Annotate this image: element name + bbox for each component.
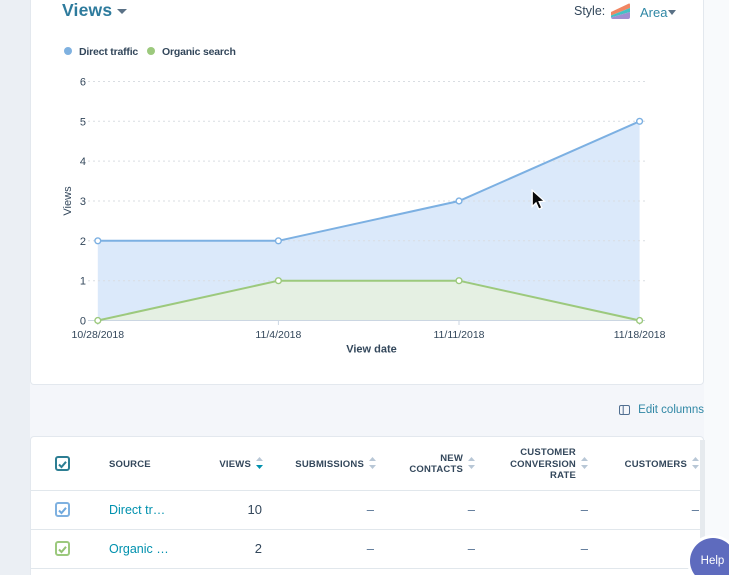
svg-text:11/18/2018: 11/18/2018 — [614, 329, 666, 341]
svg-text:0: 0 — [80, 316, 86, 328]
svg-text:View date: View date — [346, 344, 397, 356]
svg-text:5: 5 — [80, 116, 86, 128]
svg-text:11/11/2018: 11/11/2018 — [434, 329, 485, 341]
svg-text:3: 3 — [80, 196, 86, 208]
svg-text:1: 1 — [80, 276, 86, 288]
svg-text:11/4/2018: 11/4/2018 — [255, 329, 301, 341]
svg-text:6: 6 — [80, 77, 86, 89]
svg-text:10/28/2018: 10/28/2018 — [72, 329, 125, 341]
svg-text:4: 4 — [80, 156, 86, 168]
svg-text:2: 2 — [80, 236, 86, 248]
svg-text:Views: Views — [62, 186, 74, 216]
